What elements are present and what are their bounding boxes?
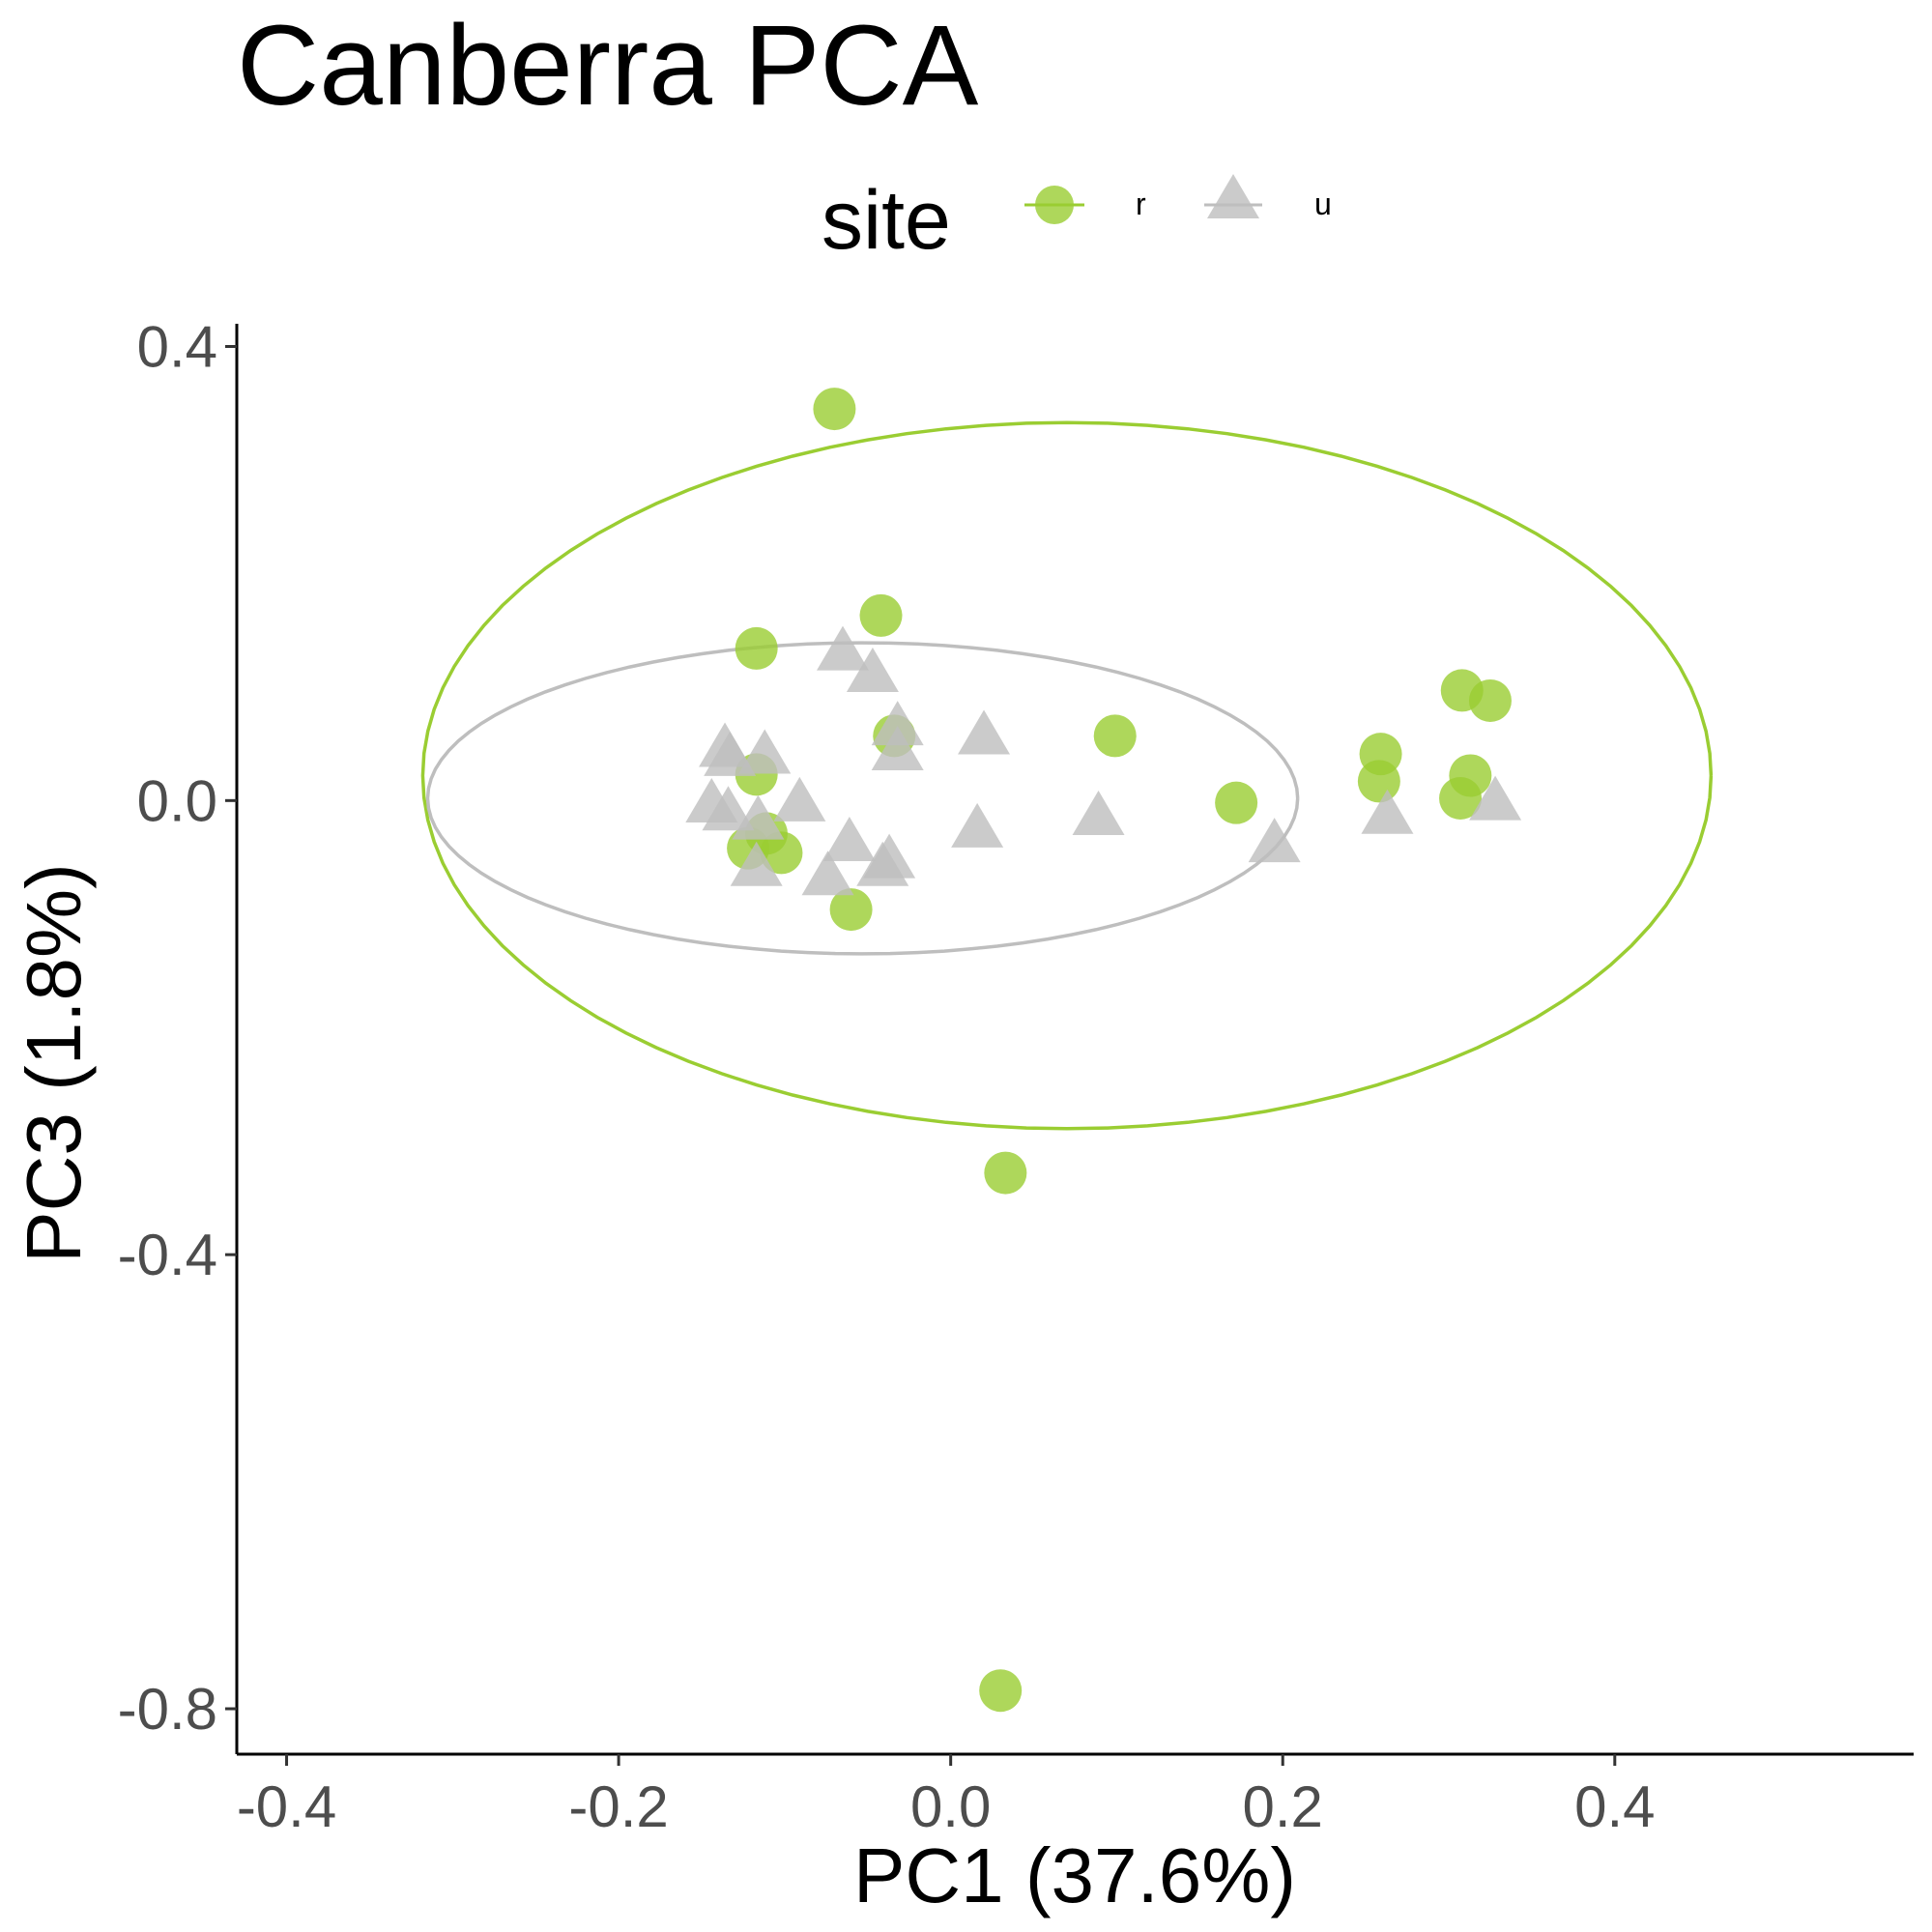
point-r-17 xyxy=(984,1151,1027,1195)
confidence-ellipse-u xyxy=(425,641,1300,956)
legend-title: site xyxy=(822,174,951,267)
x-axis-label: PC1 (37.6%) xyxy=(853,1832,1296,1918)
point-u-19 xyxy=(856,841,909,886)
axes: -0.4 -0.2 0.0 0.2 0.4 0.4 0.0 -0.4 -0.8 xyxy=(118,314,1914,1839)
point-r-4 xyxy=(1468,678,1512,722)
point-u-3 xyxy=(958,709,1011,755)
point-u-15 xyxy=(1361,789,1414,834)
point-r-11 xyxy=(1439,776,1483,820)
point-r-16 xyxy=(829,888,873,932)
y-tick-label-1: 0.0 xyxy=(137,768,217,833)
point-u-4 xyxy=(871,726,924,770)
legend-key-u-triangle xyxy=(1207,174,1259,218)
point-u-1 xyxy=(846,647,899,692)
x-tick-label-4: 0.4 xyxy=(1574,1774,1655,1839)
y-tick-label-0: 0.4 xyxy=(137,314,217,379)
point-u-11 xyxy=(732,794,785,840)
point-u-10 xyxy=(702,786,755,831)
point-u-17 xyxy=(822,816,876,861)
legend-label-u: u xyxy=(1314,187,1332,221)
point-u-20 xyxy=(730,841,783,886)
point-u-21 xyxy=(801,851,854,896)
point-r-10 xyxy=(1357,760,1400,803)
point-r-2 xyxy=(735,626,778,670)
confidence-ellipse-r xyxy=(420,420,1714,1131)
y-axis-label: PC3 (1.8%) xyxy=(11,863,97,1262)
legend-key-r-circle xyxy=(1035,186,1074,224)
legend: site r u xyxy=(822,174,1332,267)
point-r-15 xyxy=(760,831,803,875)
plot-area xyxy=(420,388,1714,1713)
point-u-8 xyxy=(773,776,826,822)
point-r-1 xyxy=(859,593,903,637)
point-r-6 xyxy=(1093,714,1137,758)
point-r-18 xyxy=(979,1669,1023,1713)
point-u-12 xyxy=(951,802,1004,848)
point-u-6 xyxy=(704,731,757,776)
x-tick-label-3: 0.2 xyxy=(1243,1774,1323,1839)
legend-key-r xyxy=(1024,186,1084,224)
point-u-13 xyxy=(1072,790,1125,835)
y-tick-label-3: -0.8 xyxy=(118,1677,217,1742)
x-tick-label-1: -0.2 xyxy=(568,1774,668,1839)
point-u-2 xyxy=(871,701,924,746)
x-tick-label-2: 0.0 xyxy=(910,1774,991,1839)
point-r-0 xyxy=(813,388,856,431)
legend-label-r: r xyxy=(1136,187,1146,221)
point-u-14 xyxy=(1469,775,1522,821)
point-u-7 xyxy=(738,729,792,774)
point-r-12 xyxy=(1215,781,1258,824)
y-tick-label-2: -0.4 xyxy=(118,1223,217,1287)
legend-key-u xyxy=(1204,174,1262,218)
point-u-0 xyxy=(817,625,870,671)
x-tick-label-0: -0.4 xyxy=(237,1774,336,1839)
point-u-16 xyxy=(1248,818,1301,863)
chart-title: Canberra PCA xyxy=(237,2,979,130)
